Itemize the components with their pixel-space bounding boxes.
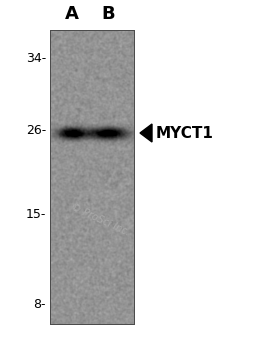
Text: © ProSci Inc.: © ProSci Inc. (69, 202, 131, 238)
Polygon shape (140, 124, 152, 142)
Text: 34-: 34- (26, 51, 46, 65)
Text: 15-: 15- (26, 208, 46, 221)
Text: MYCT1: MYCT1 (156, 125, 214, 140)
Text: A: A (65, 5, 79, 23)
Text: 8-: 8- (34, 299, 46, 311)
Text: 26-: 26- (26, 123, 46, 136)
Text: B: B (101, 5, 115, 23)
